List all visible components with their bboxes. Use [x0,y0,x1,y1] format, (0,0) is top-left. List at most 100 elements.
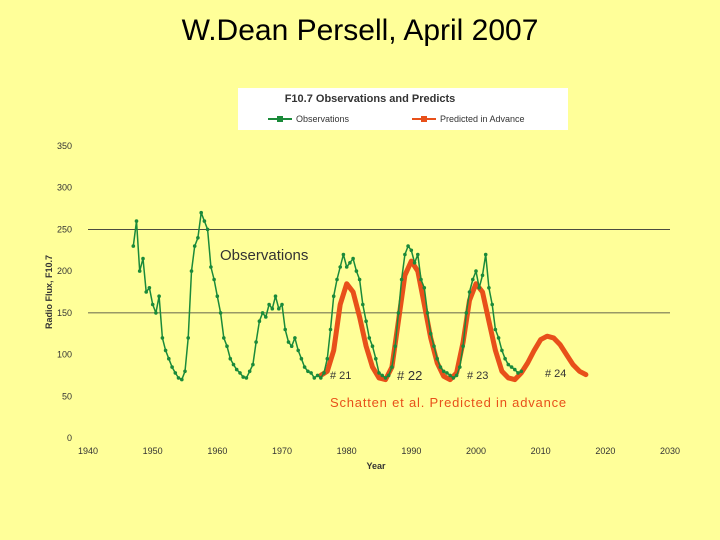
chart-title: F10.7 Observations and Predicts [285,93,456,105]
observation-point [157,294,161,299]
observation-point [377,371,381,375]
series-line-observations [132,211,522,381]
observations-annotation: Observations [220,247,308,264]
observation-point [134,219,139,223]
legend-observations-label: Observations [296,114,350,124]
observation-point [509,365,514,369]
x-tick-label: 2020 [595,446,615,456]
observation-point [228,356,233,361]
x-tick-label: 1940 [78,446,98,456]
observation-point [170,365,174,369]
observation-point [254,340,258,344]
x-tick-label: 1970 [272,446,292,456]
observation-point [196,236,200,240]
observation-point [425,311,430,315]
observation-point [137,269,142,273]
tick-layer: 0 50 100 150 200 250 300 350 1940 1950 1960 1970 198… [57,141,680,456]
observation-point [163,348,168,353]
observation-point [341,252,346,257]
observation-point [406,244,410,248]
observation-point [167,356,171,361]
observation-point [461,344,465,349]
observation-point [477,286,482,290]
y-tick-label: 300 [57,183,72,193]
observation-point [445,371,449,375]
observation-point [212,277,216,282]
observation-point [325,356,330,361]
x-tick-label: 1990 [401,446,421,456]
observation-point [364,319,368,324]
observation-point [500,348,504,353]
cycle-23-label: # 23 [467,370,488,382]
observation-point [393,344,398,349]
observation-point [273,294,278,299]
observation-point [277,306,281,311]
observation-point [296,348,301,353]
observation-point [322,371,326,375]
series-layer [131,210,589,383]
observation-point [344,265,349,269]
legend-observations-marker [277,116,283,122]
cycle-24-label: # 24 [545,368,566,380]
observation-point [380,373,385,378]
observation-point [516,371,520,375]
x-tick-label: 2000 [466,446,486,456]
observation-point [471,277,475,282]
y-tick-label: 50 [62,391,72,401]
y-tick-label: 350 [57,141,72,151]
observation-point [399,277,404,282]
observation-point [315,373,320,378]
observation-point [390,365,394,369]
observation-point [199,210,203,215]
legend-box [238,88,568,130]
observation-point [186,336,190,340]
observation-point [218,311,223,315]
observation-point [357,277,362,282]
observation-point [506,362,511,367]
observation-point [403,252,407,257]
observation-point [428,331,433,336]
observation-point [422,286,427,290]
observation-point [286,340,291,344]
observation-point [205,227,210,232]
y-tick-label: 0 [67,433,72,443]
slide-title: W.Dean Persell, April 2007 [181,14,539,47]
observation-point [299,356,304,361]
observation-point [490,302,495,307]
legend-predicted-label: Predicted in Advance [440,114,525,124]
observation-point [215,294,220,299]
observation-point [293,336,297,340]
observation-point [270,306,275,311]
observation-point [458,365,462,369]
x-tick-label: 1950 [143,446,163,456]
observation-point [319,376,323,380]
legend-predicted-marker [421,116,427,122]
observation-point [409,248,414,253]
observation-point [260,311,265,315]
observation-point [374,356,378,361]
observation-point [225,344,229,349]
observation-point [448,373,452,378]
cycle-22-label: # 22 [397,368,422,383]
observation-point [231,362,236,367]
observation-point [176,376,181,380]
observation-point [487,286,491,290]
observation-point [150,302,155,307]
observation-point [244,376,249,380]
observation-point [283,327,288,332]
observation-point [241,375,245,379]
observation-point [302,365,307,369]
observation-point [312,376,317,380]
observation-point [267,302,271,307]
y-tick-label: 250 [57,224,72,234]
observation-point [189,269,194,273]
x-tick-label: 2010 [531,446,551,456]
observation-point [238,371,242,375]
observation-point [144,290,148,294]
y-axis-label: Radio Flux, F10.7 [44,255,54,329]
observation-point [141,256,145,261]
observation-point [280,302,284,307]
x-tick-label: 2030 [660,446,680,456]
x-tick-label: 1960 [207,446,227,456]
observation-point [464,311,469,315]
